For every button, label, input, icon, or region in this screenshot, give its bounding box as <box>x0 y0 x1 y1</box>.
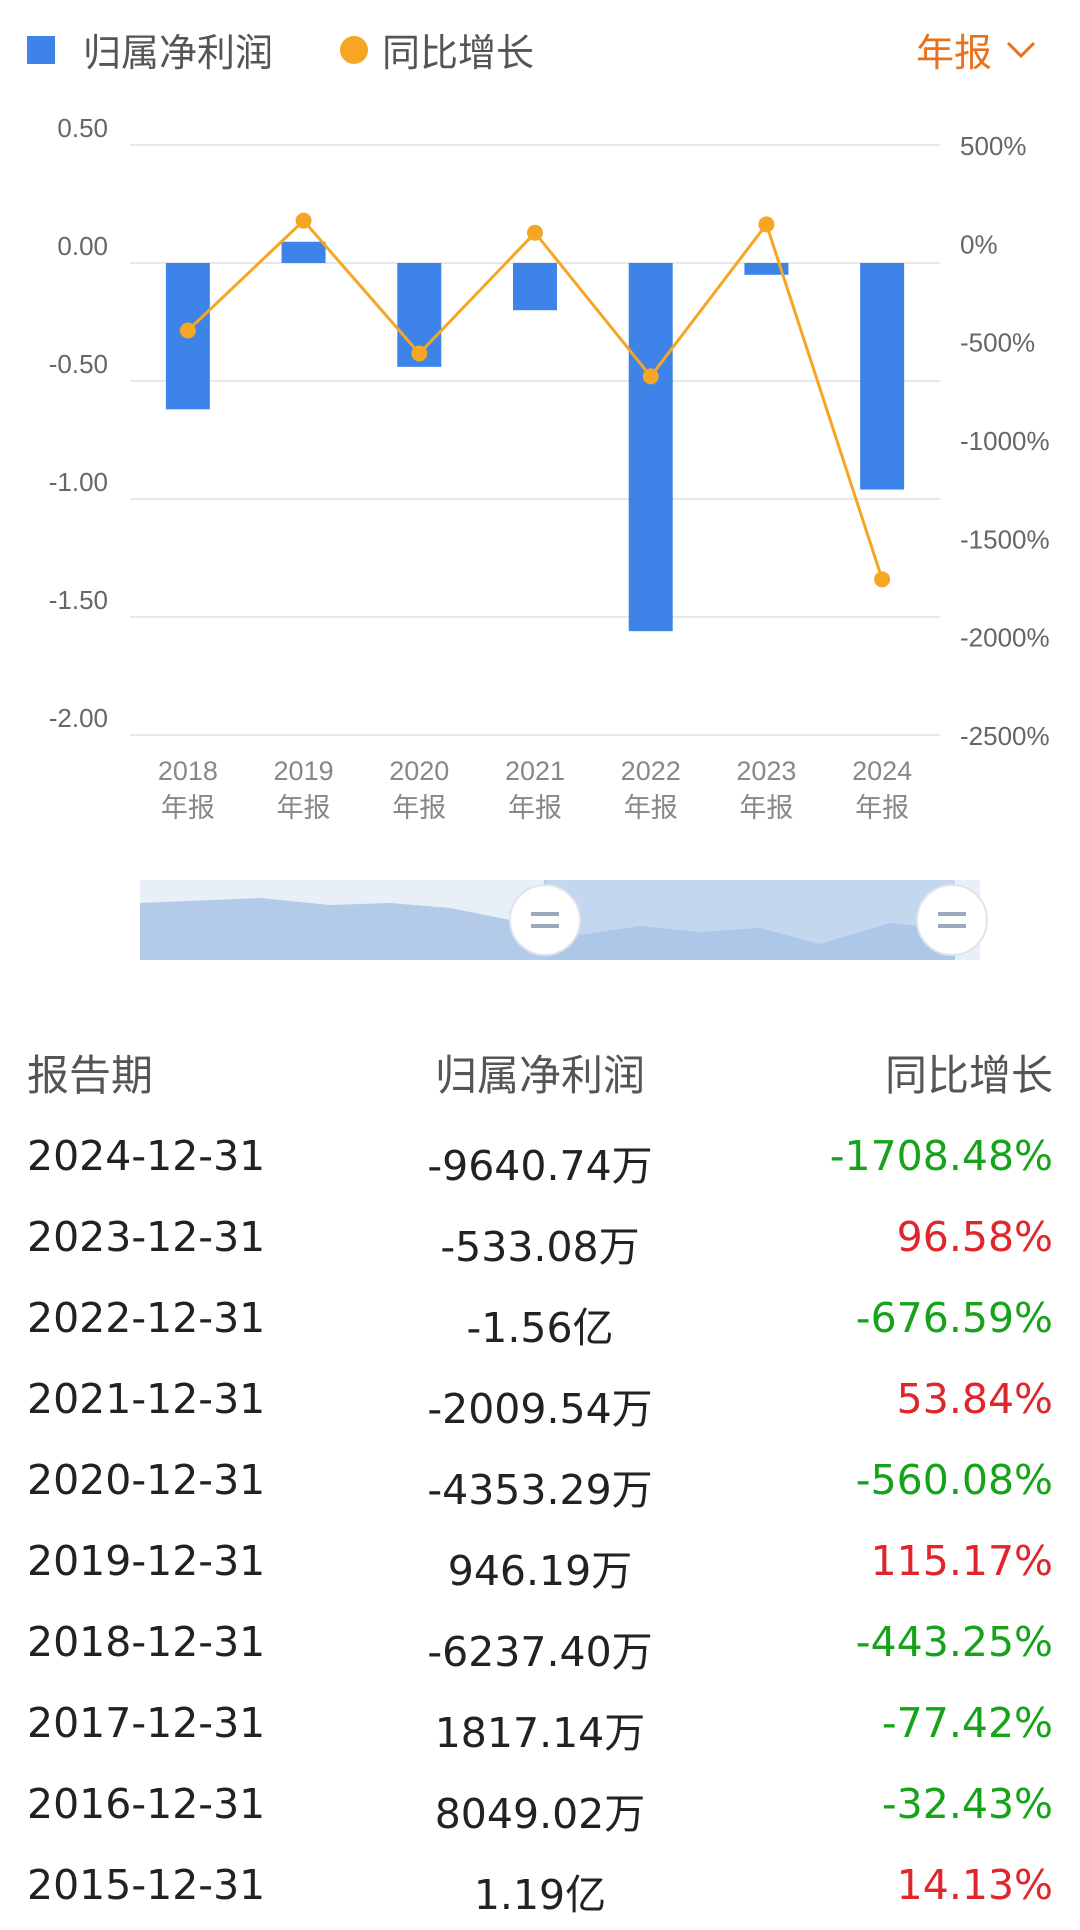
row-net-profit: -2009.54万 <box>427 1385 653 1433</box>
row-yoy-growth: -443.25% <box>855 1618 1053 1666</box>
row-yoy-growth: 115.17% <box>870 1537 1053 1585</box>
row-yoy-growth: -77.42% <box>881 1699 1053 1747</box>
row-net-profit: -533.08万 <box>440 1223 640 1271</box>
legend-yoy-growth-label: 同比增长 <box>382 31 535 75</box>
period-select-label: 年报 <box>915 31 992 75</box>
row-net-profit: -1.56亿 <box>466 1304 614 1352</box>
bar <box>281 241 326 263</box>
x-tick-label: 2020 年报 <box>389 756 449 823</box>
row-yoy-growth: -1708.48% <box>829 1132 1053 1180</box>
row-net-profit: 1817.14万 <box>434 1709 646 1757</box>
profit-table: 报告期 归属净利润 同比增长 2024-12-31 -9640.74万 -1708.… <box>0 1030 1080 1930</box>
chart-legend: 归属净利润 同比增长 年报 <box>0 0 1080 100</box>
y-right-tick-label: 500% <box>960 131 1027 161</box>
growth-point <box>411 345 428 362</box>
row-yoy-growth: 96.58% <box>896 1213 1053 1261</box>
row-date: 2023-12-31 <box>27 1213 266 1261</box>
legend-net-profit-label: 归属净利润 <box>83 31 274 75</box>
x-tick-label: 2019 年报 <box>274 756 334 823</box>
growth-point <box>642 368 659 385</box>
row-yoy-growth: 14.13% <box>896 1861 1053 1909</box>
y-right-tick-label: -1000% <box>960 426 1050 456</box>
row-yoy-growth: -560.08% <box>855 1456 1053 1504</box>
header-net-profit: 归属净利润 <box>434 1051 646 1100</box>
row-net-profit: 8049.02万 <box>434 1790 646 1838</box>
y-left-tick-label: 0.00 <box>57 231 108 261</box>
row-yoy-growth: -32.43% <box>881 1780 1053 1828</box>
row-net-profit: -9640.74万 <box>427 1142 653 1190</box>
table-row[interactable]: 2017-12-31 1817.14万 -77.42% <box>0 1687 1080 1768</box>
table-row[interactable]: 2016-12-31 8049.02万 -32.43% <box>0 1768 1080 1849</box>
table-header: 报告期 归属净利润 同比增长 <box>0 1030 1080 1120</box>
growth-point <box>527 224 543 241</box>
table-row[interactable]: 2018-12-31 -6237.40万 -443.25% <box>0 1606 1080 1687</box>
growth-point <box>874 571 891 588</box>
table-row[interactable]: 2023-12-31 -533.08万 96.58% <box>0 1201 1080 1282</box>
table-row[interactable]: 2015-12-31 1.19亿 14.13% <box>0 1849 1080 1930</box>
row-date: 2022-12-31 <box>27 1294 266 1342</box>
row-date: 2021-12-31 <box>27 1375 266 1423</box>
period-select[interactable]: 年报 <box>916 22 1038 77</box>
table-body: 2024-12-31 -9640.74万 -1708.48% 2023-12-31 -5… <box>0 1120 1080 1930</box>
y-left-tick-label: -1.50 <box>49 585 108 615</box>
row-date: 2017-12-31 <box>27 1699 266 1747</box>
growth-point <box>295 212 312 229</box>
legend-net-profit[interactable]: 归属净利润 <box>27 22 273 77</box>
slider-right-handle[interactable] <box>916 884 988 956</box>
row-date: 2019-12-31 <box>27 1537 266 1585</box>
bar <box>744 263 789 275</box>
y-right-tick-label: -2500% <box>960 721 1050 751</box>
table-row[interactable]: 2021-12-31 -2009.54万 53.84% <box>0 1363 1080 1444</box>
bar <box>513 263 557 311</box>
legend-yoy-growth[interactable]: 同比增长 <box>340 22 534 77</box>
table-row[interactable]: 2022-12-31 -1.56亿 -676.59% <box>0 1282 1080 1363</box>
header-yoy-growth: 同比增长 <box>884 1051 1053 1100</box>
y-right-tick-label: -1500% <box>960 524 1050 554</box>
y-right-tick-label: -2000% <box>960 623 1050 653</box>
row-date: 2020-12-31 <box>27 1456 266 1504</box>
dot-swatch-icon <box>340 35 368 64</box>
y-left-tick-label: -1.00 <box>49 467 108 497</box>
table-row[interactable]: 2024-12-31 -9640.74万 -1708.48% <box>0 1120 1080 1201</box>
y-right-tick-label: -500% <box>960 328 1035 358</box>
range-slider[interactable] <box>0 860 1080 970</box>
x-tick-label: 2021 年报 <box>505 756 565 823</box>
row-yoy-growth: 53.84% <box>896 1375 1053 1423</box>
row-net-profit: -6237.40万 <box>427 1628 653 1676</box>
y-left-tick-label: -2.00 <box>49 703 108 733</box>
y-left-tick-label: -0.50 <box>49 349 108 379</box>
row-date: 2024-12-31 <box>27 1132 266 1180</box>
chevron-down-icon <box>1006 41 1036 58</box>
row-net-profit: 1.19亿 <box>473 1871 607 1919</box>
bar <box>860 263 905 490</box>
row-net-profit: 946.19万 <box>447 1547 633 1595</box>
row-net-profit: -4353.29万 <box>427 1466 653 1514</box>
profit-chart: 0.50 0.00 -0.50 -1.00 -1.50 -2.00 500% 0% -500% -… <box>49 113 1050 823</box>
table-row[interactable]: 2020-12-31 -4353.29万 -560.08% <box>0 1444 1080 1525</box>
bar <box>628 263 673 632</box>
growth-point <box>758 216 775 233</box>
growth-point <box>179 322 196 339</box>
x-tick-label: 2018 年报 <box>158 756 218 823</box>
row-date: 2016-12-31 <box>27 1780 266 1828</box>
y-right-tick-label: 0% <box>960 229 998 259</box>
y-left-tick-label: 0.50 <box>57 113 108 143</box>
slider-left-handle[interactable] <box>509 884 581 956</box>
bar-swatch-icon <box>27 35 55 64</box>
x-tick-label: 2024 年报 <box>852 756 912 823</box>
table-row[interactable]: 2019-12-31 946.19万 115.17% <box>0 1525 1080 1606</box>
row-date: 2015-12-31 <box>27 1861 266 1909</box>
x-tick-label: 2023 年报 <box>736 756 796 823</box>
header-period: 报告期 <box>27 1051 154 1100</box>
x-tick-label: 2022 年报 <box>621 756 681 823</box>
row-yoy-growth: -676.59% <box>855 1294 1053 1342</box>
row-date: 2018-12-31 <box>27 1618 266 1666</box>
